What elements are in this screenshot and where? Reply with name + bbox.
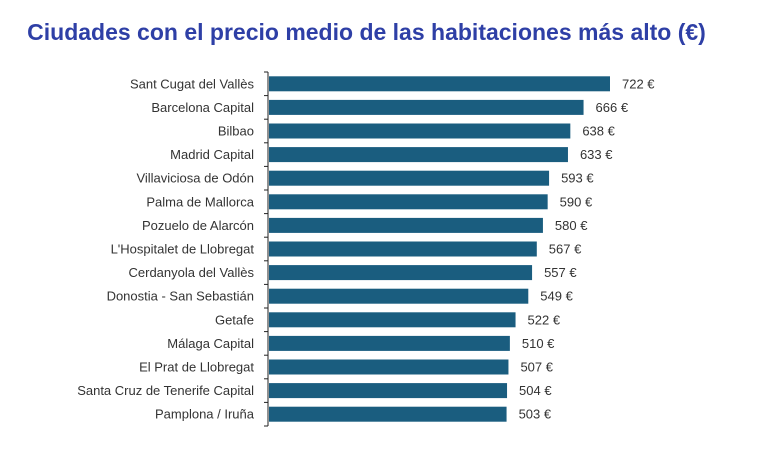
category-label: Barcelona Capital bbox=[151, 100, 254, 115]
category-label: Pozuelo de Alarcón bbox=[142, 218, 254, 233]
data-label: 510 € bbox=[522, 336, 555, 351]
bar bbox=[269, 312, 516, 328]
bar bbox=[269, 147, 568, 163]
bar bbox=[269, 194, 548, 210]
category-label: Pamplona / Iruña bbox=[155, 407, 255, 422]
data-label: 593 € bbox=[561, 171, 594, 186]
category-label: Santa Cruz de Tenerife Capital bbox=[77, 383, 254, 398]
bar bbox=[269, 123, 571, 139]
data-label: 666 € bbox=[596, 100, 629, 115]
category-label: Villaviciosa de Odón bbox=[136, 171, 254, 186]
category-label: Cerdanyola del Vallès bbox=[129, 265, 255, 280]
category-label: Málaga Capital bbox=[167, 336, 254, 351]
bar bbox=[269, 288, 529, 304]
data-label: 503 € bbox=[519, 407, 552, 422]
category-label: El Prat de Llobregat bbox=[139, 360, 254, 375]
data-label: 504 € bbox=[519, 383, 552, 398]
data-label: 507 € bbox=[520, 360, 553, 375]
category-label: Madrid Capital bbox=[170, 147, 254, 162]
bar bbox=[269, 265, 533, 281]
category-label: Donostia - San Sebastián bbox=[107, 289, 254, 304]
chart-title: Ciudades con el precio medio de las habi… bbox=[27, 19, 706, 45]
data-label: 722 € bbox=[622, 76, 655, 91]
bar bbox=[269, 241, 537, 257]
category-label: Sant Cugat del Vallès bbox=[130, 76, 255, 91]
category-label: L'Hospitalet de Llobregat bbox=[111, 242, 255, 257]
bar bbox=[269, 170, 550, 186]
data-label: 557 € bbox=[544, 265, 577, 280]
bar bbox=[269, 383, 508, 399]
category-label: Getafe bbox=[215, 312, 254, 327]
data-label: 590 € bbox=[560, 194, 593, 209]
data-label: 638 € bbox=[582, 124, 615, 139]
category-label: Bilbao bbox=[218, 124, 254, 139]
data-label: 567 € bbox=[549, 242, 582, 257]
bar bbox=[269, 99, 584, 115]
category-label: Palma de Mallorca bbox=[146, 194, 254, 209]
data-label: 633 € bbox=[580, 147, 613, 162]
data-label: 549 € bbox=[540, 289, 573, 304]
data-label: 580 € bbox=[555, 218, 588, 233]
bar bbox=[269, 76, 610, 92]
bar bbox=[269, 217, 543, 233]
bar bbox=[269, 335, 510, 351]
data-label: 522 € bbox=[528, 312, 561, 327]
bar bbox=[269, 359, 509, 375]
bar bbox=[269, 406, 507, 422]
